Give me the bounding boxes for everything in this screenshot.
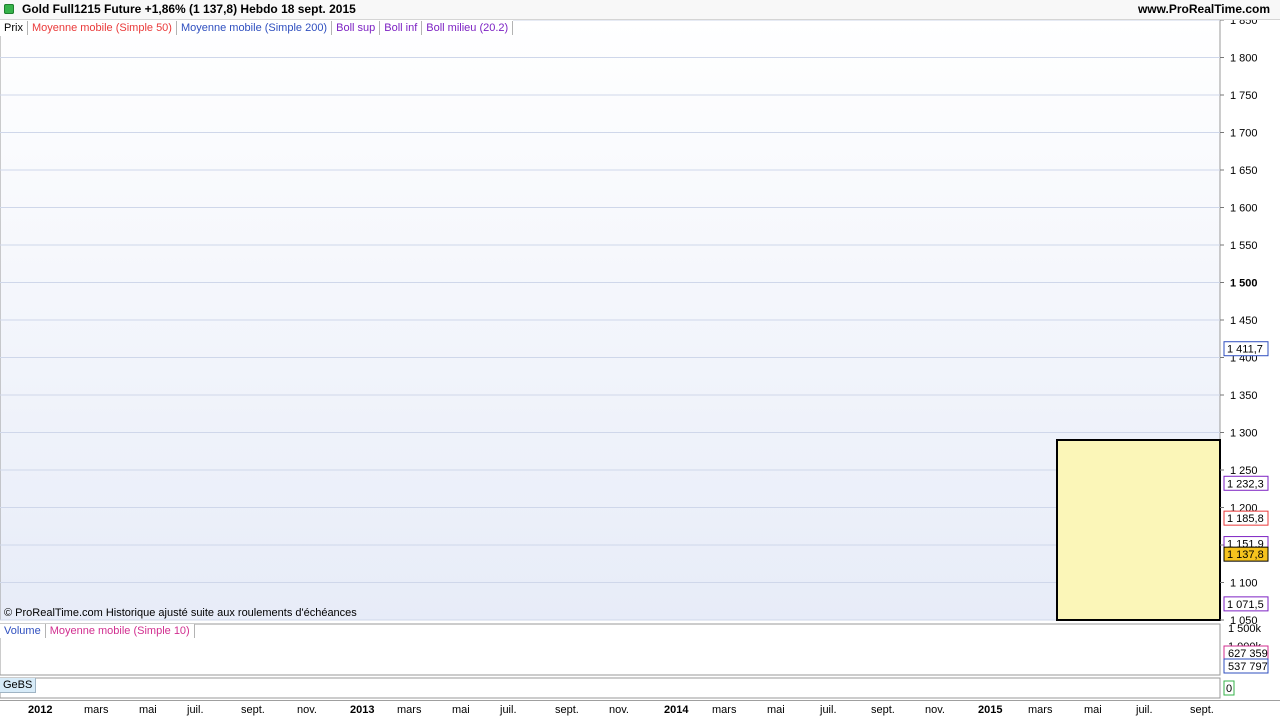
- time-axis-month-label: mars: [84, 704, 109, 716]
- price-axis-label: 1 650: [1230, 165, 1258, 177]
- time-axis: 2012 mars mai juil. sept. nov. 2013 mars mai juil…: [0, 700, 1280, 720]
- close-price-badge: 1 137,8: [1223, 546, 1269, 562]
- price-axis-label: 1 350: [1230, 390, 1258, 402]
- time-axis-month-label: sept.: [1190, 704, 1214, 716]
- price-label-group: 1 411,71 232,31 185,81 151,91 137,81 071…: [1223, 341, 1269, 612]
- legend-ma50: Moyenne mobile (Simple 50): [28, 21, 177, 35]
- price-axis: 1 850 1 800 1 750 1 700 1 650 1 600 1 550 1 500…: [1220, 20, 1258, 627]
- ma200-badge: 1 411,7: [1223, 341, 1269, 357]
- time-axis-year-label: 2012: [28, 704, 53, 716]
- legend-prix: Prix: [0, 21, 28, 35]
- ma200-badge-frame: [1223, 341, 1269, 357]
- volume-panel: [0, 623, 1221, 676]
- gebs-axis: 0: [1223, 680, 1235, 696]
- time-axis-month-label: nov.: [925, 704, 945, 716]
- legend-ma200: Moyenne mobile (Simple 200): [177, 21, 333, 35]
- time-axis-month-label: mai: [767, 704, 785, 716]
- gebs-panel-background: [0, 677, 1221, 699]
- price-axis-label: 1 750: [1230, 90, 1258, 102]
- volume-ma-value: 627 359: [1228, 648, 1268, 660]
- price-axis-label: 1 100: [1230, 578, 1258, 590]
- legend-boll-mid: Boll milieu (20.2): [422, 21, 514, 35]
- ma50-badge: 1 185,8: [1223, 510, 1269, 526]
- volume-axis-top: 1 500k: [1228, 623, 1262, 635]
- volume-legend: Volume Moyenne mobile (Simple 10): [0, 624, 195, 638]
- gebs-panel: [0, 677, 1221, 699]
- price-panel: [0, 20, 1221, 621]
- time-axis-month-label: sept.: [871, 704, 895, 716]
- time-axis-month-label: juil.: [187, 704, 204, 716]
- price-axis-label: 1 800: [1230, 53, 1258, 65]
- price-axis-label: 1 550: [1230, 240, 1258, 252]
- close-price-badge-frame: [1223, 546, 1269, 562]
- header-bar: Gold Full1215 Future +1,86% (1 137,8) He…: [0, 0, 1280, 20]
- time-axis-month-label: juil.: [820, 704, 837, 716]
- lower-band-badge-text: 1 071,5: [1227, 599, 1264, 611]
- time-axis-month-label: sept.: [555, 704, 579, 716]
- upper-band-badge-frame: [1223, 475, 1269, 491]
- time-axis-month-label: mai: [1084, 704, 1102, 716]
- price-axis-label: 1 300: [1230, 428, 1258, 440]
- gebs-label: GeBS: [0, 678, 37, 693]
- time-axis-year-label: 2014: [664, 704, 689, 716]
- volume-panel-background: [0, 623, 1221, 676]
- footer-note: © ProRealTime.com Historique ajusté suit…: [4, 607, 357, 619]
- time-axis-month-label: mars: [397, 704, 422, 716]
- legend-volume-ma: Moyenne mobile (Simple 10): [46, 624, 195, 638]
- time-axis-month-label: mars: [712, 704, 737, 716]
- time-axis-year-label: 2015: [978, 704, 1003, 716]
- chart-area[interactable]: 1 850 1 800 1 750 1 700 1 650 1 600 1 550 1 500…: [0, 20, 1280, 720]
- gebs-value: 0: [1226, 683, 1232, 695]
- price-axis-label: 1 600: [1230, 203, 1258, 215]
- time-axis-month-label: nov.: [297, 704, 317, 716]
- ma50-badge-text: 1 185,8: [1227, 513, 1264, 525]
- price-axis-label: 1 050: [1230, 615, 1258, 627]
- chart-title: Gold Full1215 Future +1,86% (1 137,8) He…: [22, 2, 356, 16]
- legend-boll-sup: Boll sup: [332, 21, 381, 35]
- price-axis-label: 1 450: [1230, 315, 1258, 327]
- legend-boll-inf: Boll inf: [380, 21, 423, 35]
- price-axis-label: 1 700: [1230, 128, 1258, 140]
- ma200-badge-text: 1 411,7: [1227, 344, 1263, 356]
- time-axis-month-label: juil.: [500, 704, 517, 716]
- price-legend: Prix Moyenne mobile (Simple 50) Moyenne …: [0, 20, 514, 36]
- main-chart-svg: 1 850 1 800 1 750 1 700 1 650 1 600 1 550 1 500…: [0, 20, 1269, 699]
- gebs-value-frame: [1223, 680, 1235, 696]
- time-axis-month-label: mai: [139, 704, 157, 716]
- lower-band-badge-frame: [1223, 596, 1269, 612]
- price-axis-label: 1 500: [1230, 278, 1258, 290]
- time-axis-month-label: sept.: [241, 704, 265, 716]
- highlight-box: [1056, 439, 1221, 621]
- status-indicator-icon: [4, 4, 14, 14]
- lower-band-badge: 1 071,5: [1223, 596, 1269, 612]
- time-axis-month-label: mai: [452, 704, 470, 716]
- price-axis-label: 1 250: [1230, 465, 1258, 477]
- time-axis-month-label: nov.: [609, 704, 629, 716]
- volume-value-frame: [1223, 658, 1269, 674]
- upper-band-badge-text: 1 232,3: [1227, 478, 1264, 490]
- time-axis-month-label: juil.: [1136, 704, 1153, 716]
- upper-band-badge: 1 232,3: [1223, 475, 1269, 491]
- time-axis-month-label: mars: [1028, 704, 1053, 716]
- site-link[interactable]: www.ProRealTime.com: [1137, 2, 1270, 16]
- ma50-badge-frame: [1223, 510, 1269, 526]
- price-axis-label: 1 850: [1230, 20, 1258, 27]
- close-price-badge-text: 1 137,8: [1227, 549, 1264, 561]
- legend-volume: Volume: [0, 624, 46, 638]
- time-axis-year-label: 2013: [350, 704, 375, 716]
- volume-value: 537 797: [1228, 661, 1268, 673]
